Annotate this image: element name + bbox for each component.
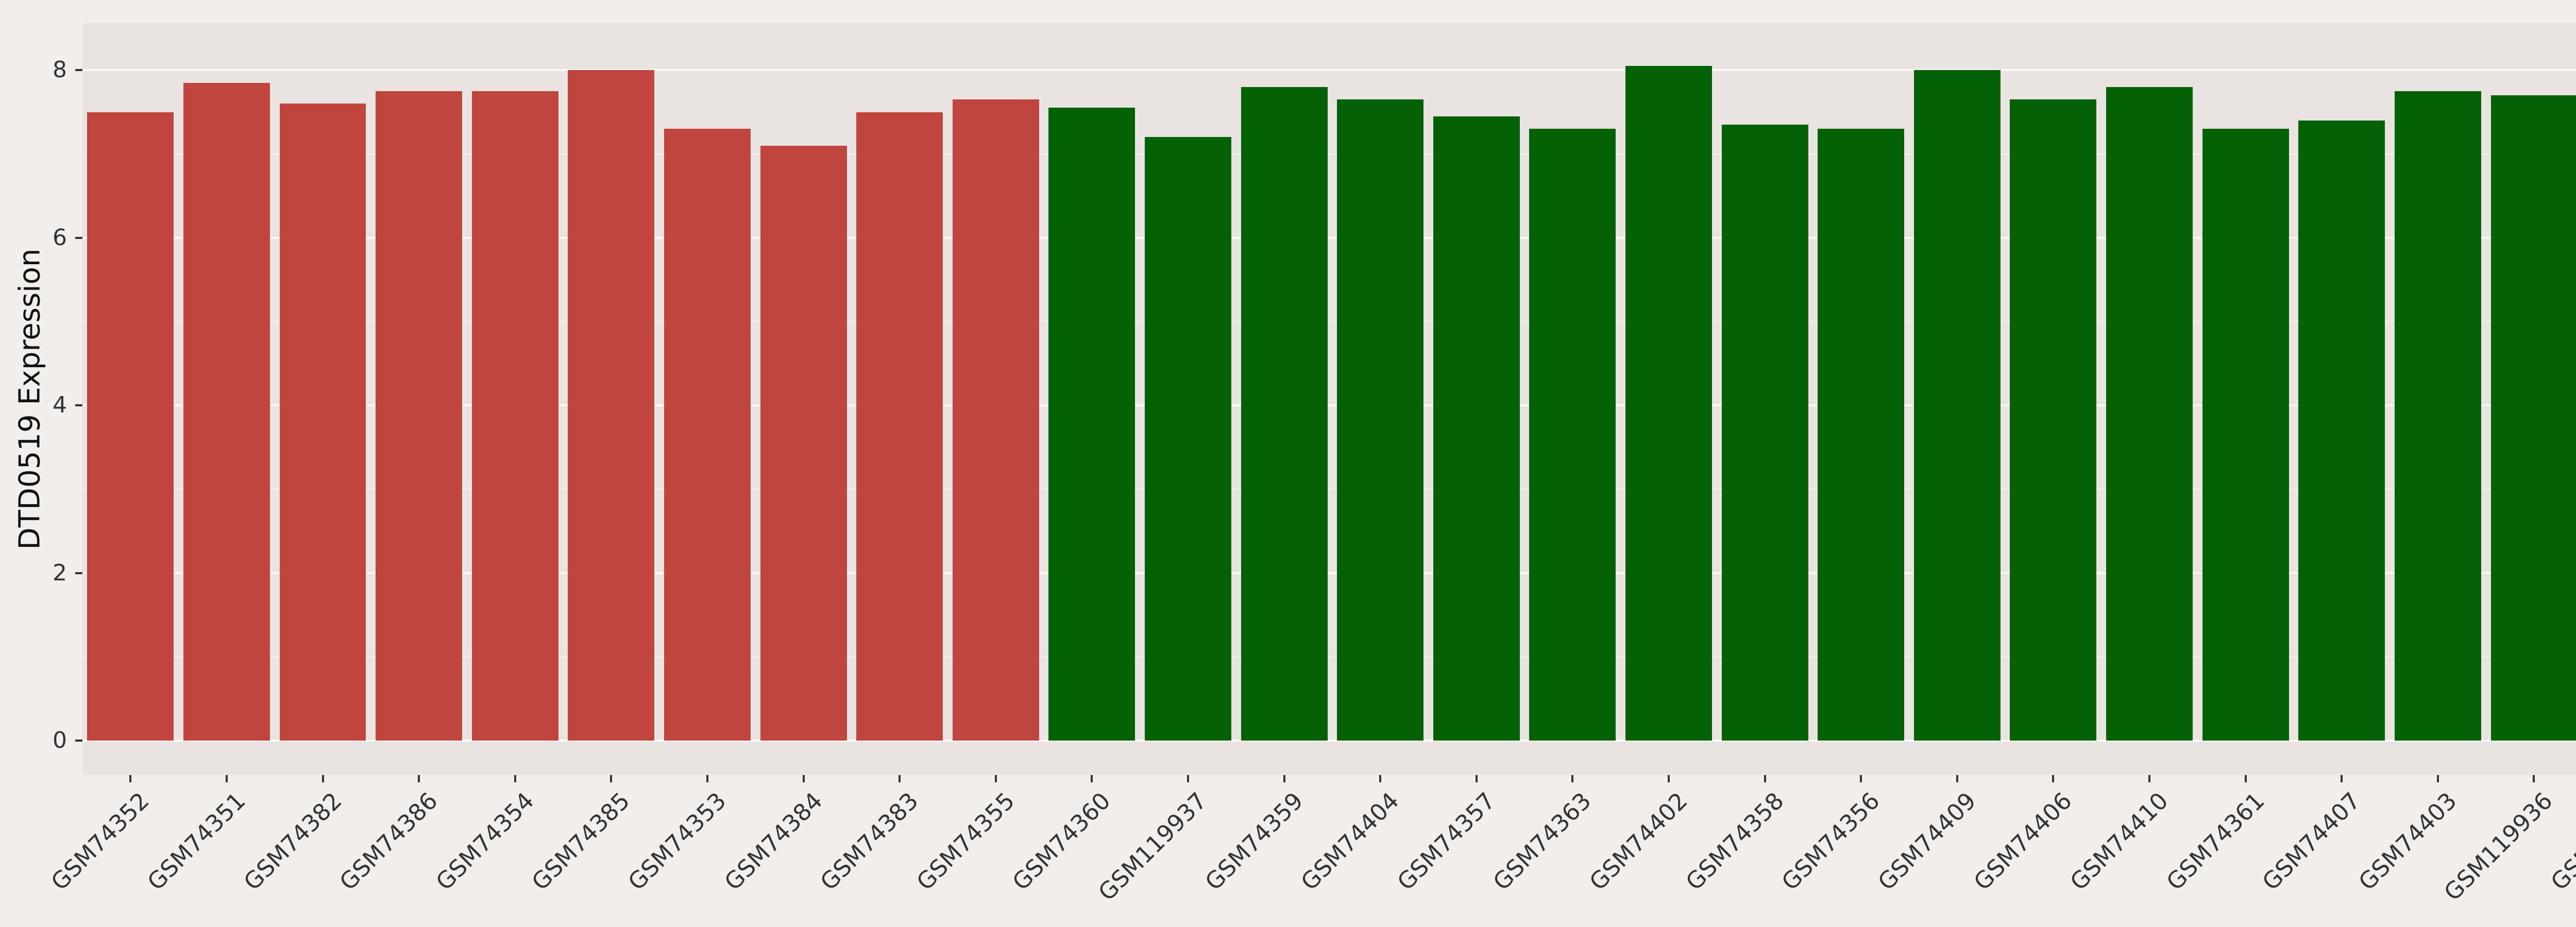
x-tick-label: GSM74360: [1007, 787, 1116, 896]
x-tick-mark: [1379, 775, 1382, 782]
x-tick-label: GSM74363: [1488, 787, 1597, 896]
gridline-minor: [82, 488, 2576, 490]
x-tick-mark: [1187, 775, 1189, 782]
y-tick-mark: [75, 572, 82, 574]
x-tick-mark: [2436, 775, 2439, 782]
bar: [1241, 87, 1328, 741]
x-tick-mark: [706, 775, 708, 782]
gridline-major: [82, 69, 2576, 72]
x-tick-label: GSM74409: [1872, 787, 1981, 896]
bar: [2490, 95, 2576, 741]
bar: [2010, 99, 2097, 741]
bar: [856, 112, 943, 741]
bar: [1625, 66, 1712, 741]
x-tick-label: GSM74353: [622, 787, 732, 896]
gridline-major: [82, 740, 2576, 742]
x-tick-mark: [610, 775, 613, 782]
y-tick-label: 2: [53, 559, 67, 586]
x-tick-mark: [129, 775, 132, 782]
y-tick-mark: [75, 236, 82, 239]
bar: [2106, 87, 2193, 741]
x-tick-label: GSM74355: [911, 787, 1020, 896]
x-tick-label: GSM74385: [526, 787, 635, 896]
x-tick-label: GSM74407: [2257, 787, 2366, 896]
x-tick-label: GSM74382: [238, 787, 347, 896]
y-tick-mark: [75, 740, 82, 742]
x-tick-label: GSM74404: [1295, 787, 1404, 896]
x-tick-label: GSM74357: [1392, 787, 1501, 896]
bar: [87, 112, 174, 741]
y-tick-label: 8: [53, 57, 67, 83]
bar: [279, 104, 366, 741]
x-tick-label: GSM74356: [1776, 787, 1885, 896]
x-tick-mark: [1956, 775, 1958, 782]
bar: [760, 145, 847, 741]
plot-panel: [82, 23, 2576, 775]
x-tick-mark: [802, 775, 805, 782]
bar: [471, 91, 558, 741]
bar: [1145, 137, 1231, 741]
bar: [1048, 108, 1136, 741]
x-tick-mark: [1668, 775, 1670, 782]
bar: [952, 99, 1039, 741]
bar: [183, 82, 270, 741]
x-tick-label: GSM74352: [45, 787, 155, 896]
gridline-minor: [82, 656, 2576, 658]
y-axis: 0 2 4 6 8: [0, 23, 82, 775]
x-tick-mark: [1764, 775, 1766, 782]
gridline-major: [82, 236, 2576, 239]
y-tick-label: 6: [53, 224, 67, 251]
x-tick-label: GSM74402: [1584, 787, 1693, 896]
x-tick-label: GSM74386: [334, 787, 443, 896]
gridline-minor: [82, 153, 2576, 154]
x-tick-label: GSM74351: [142, 787, 251, 896]
x-tick-mark: [225, 775, 228, 782]
x-tick-mark: [1571, 775, 1574, 782]
gridline-major: [82, 404, 2576, 407]
x-tick-label: GSM74384: [719, 787, 828, 896]
bar: [1913, 70, 2001, 741]
x-axis-labels: GSM74352 GSM74351 GSM74382 GSM74386 GSM74354…: [46, 775, 2576, 927]
x-tick-label: GSM74410: [2064, 787, 2174, 896]
x-tick-mark: [514, 775, 516, 782]
bar: [1529, 129, 1616, 741]
y-tick-label: 4: [53, 392, 67, 419]
bar: [568, 70, 655, 741]
gridline-major: [82, 572, 2576, 574]
x-tick-mark: [418, 775, 420, 782]
x-tick-label: GSM74361: [2161, 787, 2270, 896]
x-tick-label: GSM74383: [815, 787, 924, 896]
x-tick-mark: [321, 775, 324, 782]
y-tick-mark: [75, 69, 82, 72]
bar: [1433, 116, 1520, 741]
x-tick-mark: [1091, 775, 1093, 782]
x-tick-mark: [994, 775, 997, 782]
x-tick-mark: [2341, 775, 2343, 782]
y-tick-label: 0: [53, 727, 67, 754]
gridline-minor: [82, 321, 2576, 322]
bar: [1818, 129, 1905, 741]
x-tick-label: GSM74354: [430, 787, 539, 896]
x-tick-mark: [1860, 775, 1862, 782]
x-tick-label: GSM74359: [1199, 787, 1309, 896]
x-tick-mark: [2533, 775, 2535, 782]
x-tick-label: GSM74406: [1969, 787, 2078, 896]
bar: [2298, 120, 2385, 741]
x-tick-mark: [1475, 775, 1478, 782]
x-tick-mark: [2244, 775, 2247, 782]
y-tick-mark: [75, 404, 82, 407]
bar: [1721, 124, 1808, 741]
x-tick-mark: [899, 775, 901, 782]
bar: [1337, 99, 1424, 741]
x-tick-mark: [2052, 775, 2055, 782]
x-tick-mark: [2148, 775, 2151, 782]
bar: [2394, 91, 2481, 741]
bar: [376, 91, 463, 741]
bar: [664, 129, 751, 741]
x-tick-label: GSM74358: [1680, 787, 1789, 896]
x-tick-mark: [1283, 775, 1285, 782]
bar: [2202, 129, 2289, 741]
x-tick-label: GSM74403: [2353, 787, 2462, 896]
